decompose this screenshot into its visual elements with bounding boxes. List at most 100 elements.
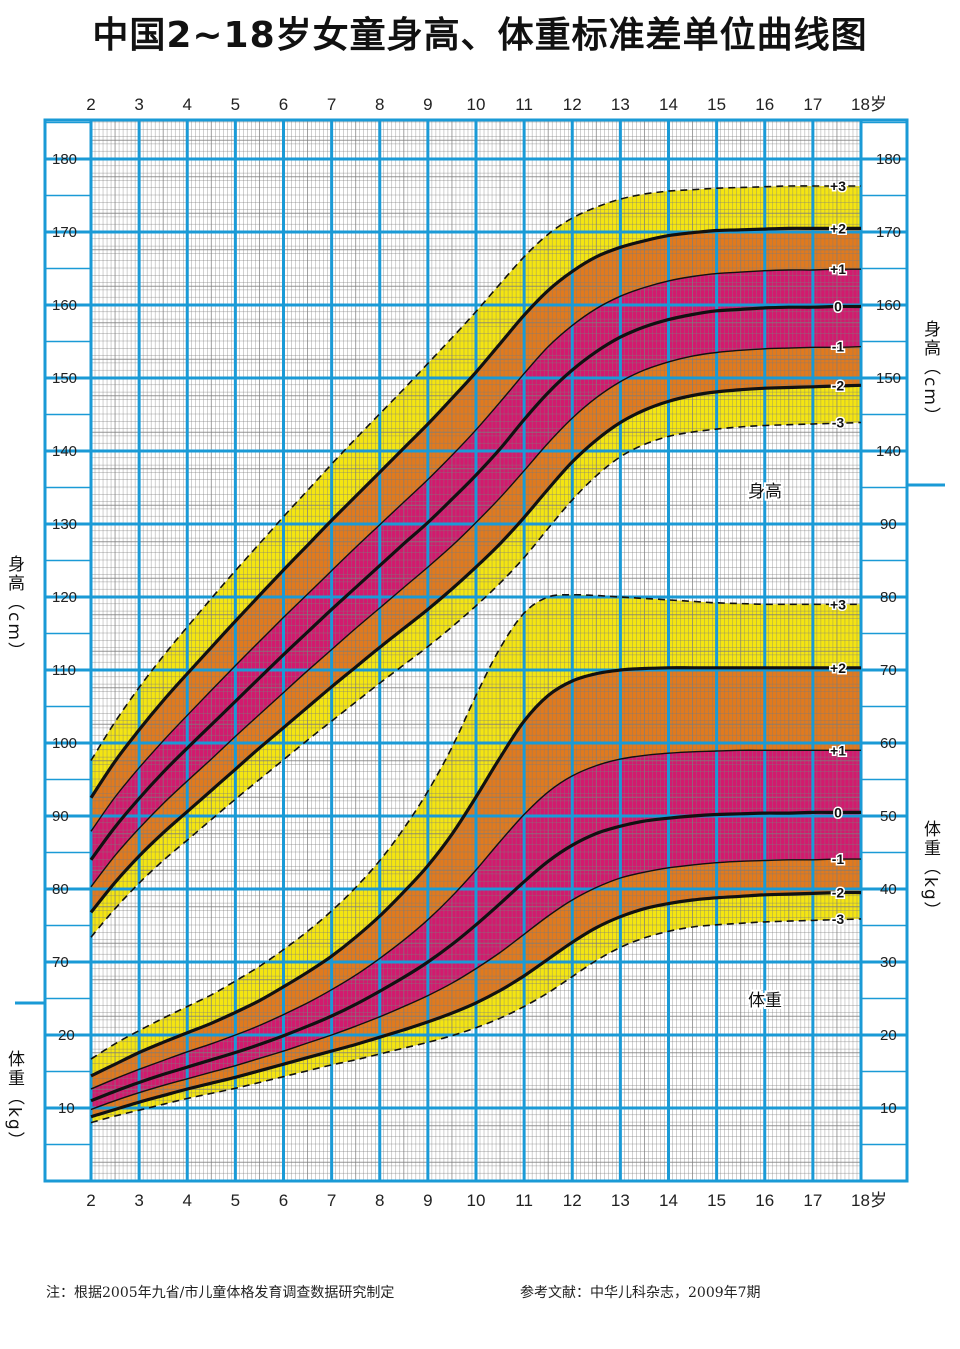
height-series-label: +2 — [830, 220, 846, 236]
x-tick-label-top: 18岁 — [851, 95, 887, 114]
height-tick-right: 170 — [876, 224, 901, 241]
x-tick-label-bottom: 9 — [423, 1191, 432, 1210]
weight-tick-left: 20 — [58, 1027, 75, 1044]
weight-series-label: -3 — [832, 911, 845, 927]
weight-tick-right: 50 — [880, 808, 897, 825]
x-tick-label-bottom: 14 — [659, 1191, 678, 1210]
weight-tick-left: 10 — [58, 1100, 75, 1117]
height-series-label: 0 — [834, 298, 842, 314]
x-tick-label-top: 9 — [423, 95, 432, 114]
plot-frame — [43, 118, 909, 1183]
weight-curve-0 — [90, 810, 861, 1103]
height-curve-+1 — [90, 268, 862, 832]
height-axis-title-right: 身高（cm） — [920, 320, 941, 426]
height-tick-right: 140 — [876, 443, 901, 460]
height-curve--3 — [90, 421, 862, 938]
height-band-2 — [91, 269, 861, 887]
weight-curve--2 — [90, 890, 862, 1119]
x-tick-label-top: 16 — [755, 95, 774, 114]
x-tick-label-bottom: 3 — [134, 1191, 143, 1210]
height-region-label: 身高 — [748, 482, 782, 502]
height-tick-left: 70 — [52, 954, 69, 971]
height-series-label: +1 — [830, 261, 846, 277]
height-series-label: +3 — [830, 178, 846, 194]
footnote-reference: 参考文献：中华儿科杂志，2009年7期 — [520, 1285, 761, 1301]
x-tick-label-bottom: 16 — [755, 1191, 774, 1210]
weight-tick-right: 70 — [880, 662, 897, 679]
x-tick-label-top: 3 — [134, 95, 143, 114]
footnote-source: 注：根据2005年九省/市儿童体格发育调查数据研究制定 — [46, 1285, 395, 1301]
x-tick-label-top: 8 — [375, 95, 384, 114]
page-title: 中国2~18岁女童身高、体重标准差单位曲线图 — [92, 15, 868, 56]
weight-series-label: -2 — [832, 885, 845, 901]
x-tick-label-bottom: 18岁 — [851, 1191, 887, 1210]
chart-grid — [15, 118, 945, 1183]
weight-tick-right: 30 — [880, 954, 897, 971]
height-curve--1 — [90, 345, 862, 888]
x-tick-label-bottom: 10 — [467, 1191, 486, 1210]
height-tick-left: 160 — [52, 297, 77, 314]
x-tick-label-bottom: 6 — [279, 1191, 288, 1210]
x-tick-label-top: 5 — [231, 95, 240, 114]
height-tick-left: 120 — [52, 589, 77, 606]
weight-series-label: -1 — [832, 851, 845, 867]
weight-tick-right: 90 — [880, 516, 897, 533]
weight-series-label: +1 — [830, 742, 846, 758]
x-tick-label-bottom: 11 — [515, 1191, 533, 1210]
weight-tick-right: 60 — [880, 735, 897, 752]
x-tick-label-bottom: 15 — [707, 1191, 726, 1210]
x-tick-label-top: 10 — [467, 95, 486, 114]
x-tick-label-bottom: 8 — [375, 1191, 384, 1210]
weight-series-label: +2 — [830, 660, 846, 676]
x-tick-label-top: 4 — [183, 95, 192, 114]
height-tick-right: 160 — [876, 297, 901, 314]
x-tick-label-top: 11 — [515, 95, 533, 114]
x-tick-label-top: 17 — [803, 95, 822, 114]
height-tick-left: 170 — [52, 224, 77, 241]
weight-tick-right: 20 — [880, 1027, 897, 1044]
height-series-label: -2 — [832, 377, 845, 393]
height-curve-+2 — [89, 226, 861, 799]
height-curve--2 — [89, 383, 862, 914]
x-tick-label-top: 15 — [707, 95, 726, 114]
height-tick-right: 180 — [876, 151, 901, 168]
height-tick-left: 80 — [52, 881, 69, 898]
weight-curve-+2 — [90, 666, 861, 1078]
x-tick-label-bottom: 13 — [611, 1191, 630, 1210]
weight-series-label: 0 — [834, 804, 842, 820]
weight-axis-title-left: 体重（kg） — [4, 1050, 25, 1151]
weight-curve--1 — [90, 858, 862, 1111]
x-tick-label-top: 14 — [659, 95, 678, 114]
weight-curve--3 — [90, 918, 862, 1124]
weight-tick-right: 40 — [880, 881, 897, 898]
x-tick-label-bottom: 17 — [803, 1191, 822, 1210]
height-tick-left: 100 — [52, 735, 77, 752]
height-tick-left: 130 — [52, 516, 77, 533]
height-tick-right: 150 — [876, 370, 901, 387]
height-tick-left: 150 — [52, 370, 77, 387]
weight-tick-right: 10 — [880, 1100, 897, 1117]
height-curve-+3 — [90, 185, 861, 761]
x-tick-label-top: 7 — [327, 95, 336, 114]
height-tick-left: 90 — [52, 808, 69, 825]
x-tick-label-bottom: 7 — [327, 1191, 336, 1210]
x-tick-label-top: 13 — [611, 95, 630, 114]
weight-region-label: 体重 — [748, 991, 782, 1011]
sd-curves — [89, 185, 862, 1124]
height-series-label: -3 — [832, 415, 845, 431]
weight-tick-right: 80 — [880, 589, 897, 606]
x-tick-label-bottom: 12 — [563, 1191, 582, 1210]
x-tick-label-top: 2 — [86, 95, 95, 114]
weight-axis-title-right: 体重（kg） — [920, 820, 941, 921]
weight-series-label: +3 — [830, 596, 846, 612]
weight-curve-+3 — [90, 593, 861, 1060]
height-curve-0 — [89, 304, 862, 861]
x-tick-label-bottom: 2 — [86, 1191, 95, 1210]
axis-and-series-labels: +3 +2 +1 0 -1 -2 -3 +3 +2 +1 0 -1 -2 -3 2 2 3 3 4 4 5 5 6 6 7 7 8 8… — [4, 95, 941, 1210]
x-tick-label-bottom: 5 — [231, 1191, 240, 1210]
x-tick-label-bottom: 4 — [183, 1191, 192, 1210]
x-tick-label-top: 6 — [279, 95, 288, 114]
weight-curve-+1 — [90, 749, 861, 1090]
height-tick-left: 180 — [52, 151, 77, 168]
